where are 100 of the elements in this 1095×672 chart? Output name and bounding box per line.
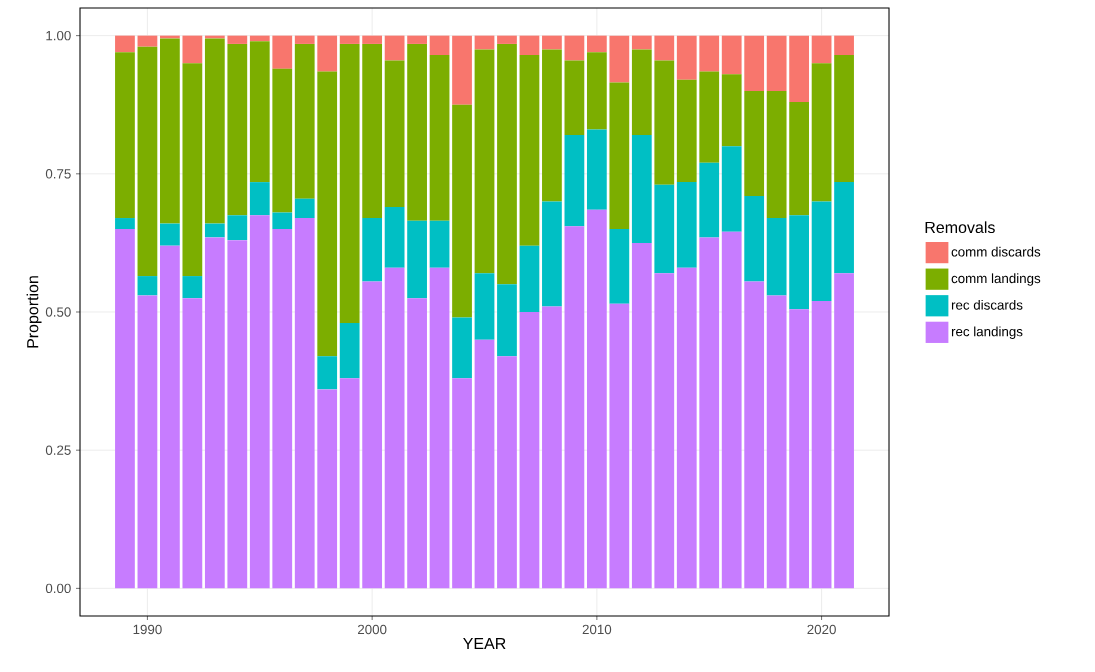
bar bbox=[227, 215, 248, 241]
bar bbox=[452, 317, 472, 379]
bar bbox=[586, 209, 607, 589]
bar bbox=[497, 284, 517, 357]
bar bbox=[789, 309, 810, 589]
bar bbox=[160, 38, 180, 224]
bar bbox=[317, 389, 338, 589]
bar bbox=[676, 35, 697, 80]
bar bbox=[676, 79, 697, 183]
bar bbox=[721, 35, 742, 75]
y-axis-title: Proportion bbox=[26, 276, 42, 348]
bar bbox=[249, 182, 270, 216]
bar bbox=[384, 206, 405, 268]
bar bbox=[227, 240, 248, 589]
bar bbox=[362, 281, 383, 589]
bar bbox=[452, 35, 472, 105]
bar bbox=[362, 218, 383, 282]
bar bbox=[631, 35, 652, 50]
bar bbox=[497, 35, 517, 44]
bar bbox=[115, 218, 135, 230]
bar bbox=[631, 49, 652, 136]
bar bbox=[811, 63, 832, 202]
bar bbox=[272, 212, 293, 230]
bar bbox=[654, 273, 675, 589]
bar bbox=[317, 356, 338, 390]
bar bbox=[204, 38, 225, 224]
bar bbox=[407, 35, 427, 44]
legend-label: rec discards bbox=[951, 299, 1023, 310]
bar bbox=[699, 237, 720, 589]
bar bbox=[497, 356, 517, 589]
bar bbox=[766, 295, 787, 589]
bar bbox=[811, 201, 832, 301]
y-tick-label: 0.00 bbox=[45, 583, 71, 594]
bar bbox=[744, 281, 765, 589]
bar bbox=[519, 312, 540, 589]
bar bbox=[519, 245, 540, 312]
bar bbox=[542, 306, 562, 589]
x-tick-label: 2010 bbox=[582, 624, 612, 635]
bar bbox=[362, 43, 383, 219]
bar bbox=[137, 35, 158, 47]
bar bbox=[407, 298, 427, 589]
bar bbox=[362, 35, 383, 44]
bar bbox=[676, 267, 697, 589]
bar bbox=[115, 229, 135, 589]
bar bbox=[699, 71, 720, 163]
bar bbox=[182, 63, 203, 277]
bar bbox=[586, 129, 607, 210]
bar bbox=[834, 35, 854, 55]
bar bbox=[474, 273, 495, 340]
bar bbox=[609, 82, 630, 230]
bar bbox=[384, 35, 405, 61]
bar bbox=[317, 35, 338, 72]
bar bbox=[204, 223, 225, 238]
bar bbox=[586, 52, 607, 130]
bar bbox=[137, 276, 158, 296]
bar bbox=[542, 35, 562, 50]
bar bbox=[834, 54, 854, 183]
bar bbox=[654, 35, 675, 61]
bar bbox=[744, 195, 765, 282]
bar bbox=[721, 146, 742, 232]
bar bbox=[766, 35, 787, 91]
bar bbox=[721, 231, 742, 589]
bar bbox=[564, 226, 585, 589]
bar bbox=[744, 90, 765, 196]
bar bbox=[160, 223, 180, 246]
bar bbox=[272, 35, 293, 69]
bar bbox=[586, 35, 607, 53]
bar bbox=[474, 339, 495, 589]
bar bbox=[339, 43, 360, 324]
bar bbox=[834, 182, 854, 274]
bar bbox=[294, 43, 315, 199]
bar bbox=[744, 35, 765, 91]
bar bbox=[542, 49, 562, 202]
bar bbox=[452, 104, 472, 318]
x-tick-label: 1990 bbox=[133, 624, 162, 635]
bar bbox=[564, 60, 585, 136]
bar bbox=[654, 184, 675, 274]
bar bbox=[317, 71, 338, 357]
bar bbox=[834, 273, 854, 589]
bar bbox=[429, 54, 450, 221]
bar bbox=[497, 43, 517, 285]
bar bbox=[339, 378, 360, 589]
bar bbox=[542, 201, 562, 307]
bar bbox=[699, 35, 720, 72]
bar bbox=[789, 35, 810, 102]
bar bbox=[519, 54, 540, 246]
bar bbox=[272, 68, 293, 213]
bar bbox=[294, 198, 315, 219]
bar bbox=[272, 229, 293, 589]
bar bbox=[407, 220, 427, 299]
bar bbox=[676, 182, 697, 268]
x-tick-label: 2020 bbox=[807, 624, 836, 635]
bar bbox=[182, 276, 203, 299]
bar bbox=[654, 60, 675, 185]
bar bbox=[766, 90, 787, 219]
bar bbox=[452, 378, 472, 589]
bar bbox=[160, 245, 180, 589]
bar bbox=[384, 60, 405, 207]
y-tick-label: 0.25 bbox=[45, 445, 71, 455]
bar bbox=[564, 35, 585, 61]
